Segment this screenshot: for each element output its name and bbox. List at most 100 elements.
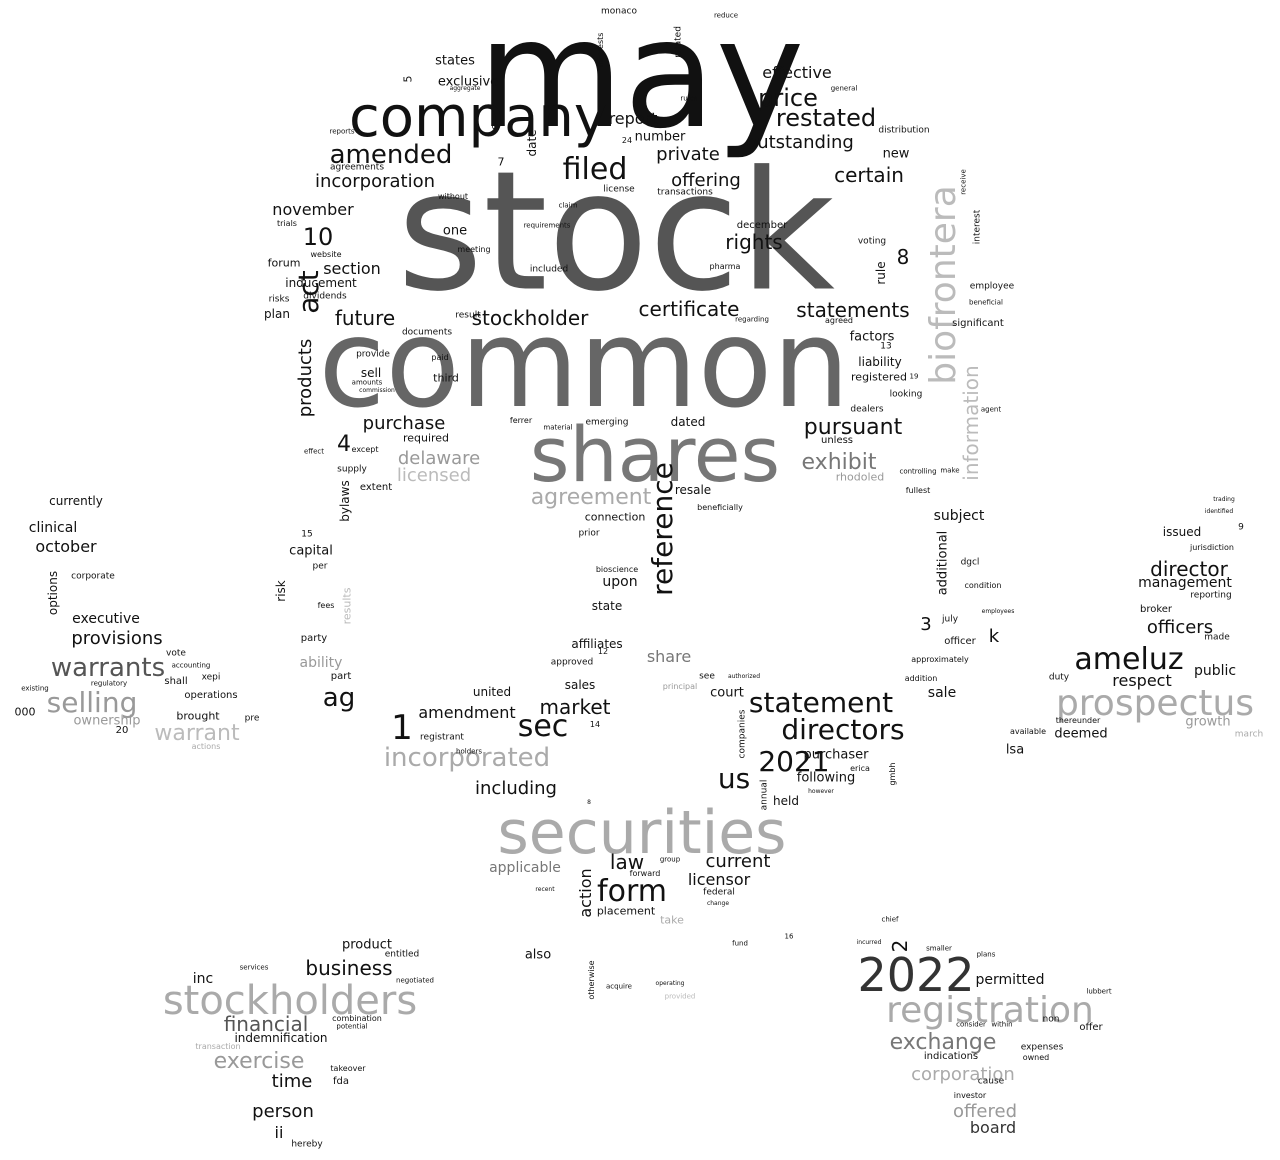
word-actions: actions bbox=[191, 742, 221, 751]
word-12: 12 bbox=[597, 647, 609, 656]
word-xepi: xepi bbox=[201, 672, 221, 683]
word-non: non bbox=[1042, 1014, 1060, 1025]
word-monaco: monaco bbox=[601, 6, 637, 17]
word-provisions: provisions bbox=[71, 628, 163, 649]
word-shall: shall bbox=[164, 676, 188, 687]
word-related: related bbox=[673, 26, 684, 58]
word-incurred: incurred bbox=[856, 939, 882, 946]
word-federal: federal bbox=[703, 887, 735, 898]
word-operations: operations bbox=[184, 690, 238, 701]
word-stock: stock bbox=[397, 135, 835, 328]
word-july: july bbox=[941, 614, 959, 625]
word-5: 5 bbox=[401, 75, 415, 83]
word-dividends: dividends bbox=[303, 291, 347, 302]
word-private: private bbox=[656, 144, 720, 165]
word-delaware: delaware bbox=[397, 448, 481, 469]
word-addition: addition bbox=[904, 674, 938, 683]
word-section: section bbox=[323, 259, 381, 278]
word-8-small: 8 bbox=[587, 799, 591, 806]
word-owned: owned bbox=[1022, 1053, 1050, 1062]
word-factors: factors bbox=[849, 329, 895, 345]
word-incorporation: incorporation bbox=[314, 171, 436, 192]
word-filed: filed bbox=[562, 152, 628, 187]
word-agreements: agreements bbox=[329, 162, 385, 173]
word-stockholder: stockholder bbox=[471, 306, 589, 330]
word-10: 10 bbox=[302, 223, 334, 251]
word-2022: 2022 bbox=[857, 948, 975, 1002]
word-connection: connection bbox=[584, 510, 646, 524]
word-forward: forward bbox=[629, 869, 661, 878]
word-documents: documents bbox=[401, 327, 453, 338]
word-24: 24 bbox=[621, 136, 633, 145]
word-employee: employee bbox=[969, 281, 1015, 292]
word-currently: currently bbox=[49, 494, 103, 508]
word-statements: statements bbox=[796, 298, 910, 322]
word-provided: provided bbox=[664, 992, 696, 1001]
word-exercise: exercise bbox=[213, 1049, 305, 1074]
word-combination: combination bbox=[332, 1014, 382, 1023]
word-vote: vote bbox=[166, 648, 186, 659]
word-sale: sale bbox=[927, 685, 957, 701]
word-regarding: regarding bbox=[735, 315, 769, 324]
word-looking: looking bbox=[889, 389, 923, 400]
word-information: information bbox=[959, 365, 983, 481]
word-corporation: corporation bbox=[911, 1064, 1015, 1085]
word-investor: investor bbox=[953, 1091, 987, 1100]
word-directors: directors bbox=[781, 713, 905, 746]
word-13: 13 bbox=[880, 341, 892, 352]
word-take: take bbox=[660, 913, 684, 927]
word-bylaws: bylaws bbox=[338, 480, 352, 522]
word-principal: principal bbox=[662, 682, 698, 691]
word-sales: sales bbox=[564, 678, 596, 692]
word-beneficial: beneficial bbox=[969, 298, 1003, 307]
word-products: products bbox=[295, 338, 316, 418]
word-provide: provide bbox=[356, 349, 390, 360]
word-third: third bbox=[433, 371, 459, 385]
word-dated: dated bbox=[670, 415, 706, 429]
word-sec: sec bbox=[517, 709, 569, 744]
word-respect: respect bbox=[1112, 671, 1172, 690]
word-without: without bbox=[437, 192, 469, 201]
word-financial: financial bbox=[223, 1012, 309, 1036]
word-reference: reference bbox=[646, 462, 679, 596]
word-corporate: corporate bbox=[71, 571, 115, 582]
word-2: 2 bbox=[888, 939, 912, 953]
word-fees: fees bbox=[317, 601, 335, 610]
word-annual: annual bbox=[759, 779, 770, 811]
word-receive: receive bbox=[959, 169, 968, 195]
word-extent: extent bbox=[359, 482, 393, 493]
word-licensed: licensed bbox=[396, 465, 472, 486]
word-rules: rules bbox=[680, 94, 698, 103]
word-transaction: transaction bbox=[195, 1042, 241, 1051]
word-made: made bbox=[1204, 632, 1230, 643]
word-employees: employees bbox=[981, 608, 1015, 615]
word-common: common bbox=[318, 293, 850, 435]
word-selling: selling bbox=[46, 686, 138, 719]
word-amounts: amounts bbox=[351, 378, 383, 387]
word-entitled: entitled bbox=[384, 949, 420, 960]
word-licensor: licensor bbox=[687, 870, 751, 889]
word-registered: registered bbox=[851, 370, 907, 384]
word-number: number bbox=[634, 129, 686, 145]
word-date: date bbox=[525, 129, 539, 157]
word-interests: interests bbox=[596, 32, 605, 68]
word-included: included bbox=[529, 264, 569, 275]
word-regulatory: regulatory bbox=[90, 679, 128, 688]
word-growth: growth bbox=[1185, 714, 1231, 730]
word-however: however bbox=[808, 788, 834, 795]
word-broker: broker bbox=[1139, 604, 1173, 615]
word-including: including bbox=[475, 778, 557, 799]
word-available: available bbox=[1009, 727, 1047, 736]
word-stockholders: stockholders bbox=[162, 978, 418, 1024]
word-market: market bbox=[539, 695, 611, 719]
word-within: within bbox=[991, 1020, 1013, 1029]
word-october: october bbox=[35, 537, 97, 556]
word-consider: consider bbox=[956, 1020, 986, 1029]
word-affiliates: affiliates bbox=[571, 637, 623, 651]
word-dealers: dealers bbox=[850, 404, 884, 415]
word-united: united bbox=[472, 685, 512, 699]
word-future: future bbox=[334, 306, 396, 330]
word-fda: fda bbox=[333, 1076, 349, 1087]
word-applicable: applicable bbox=[489, 860, 561, 876]
